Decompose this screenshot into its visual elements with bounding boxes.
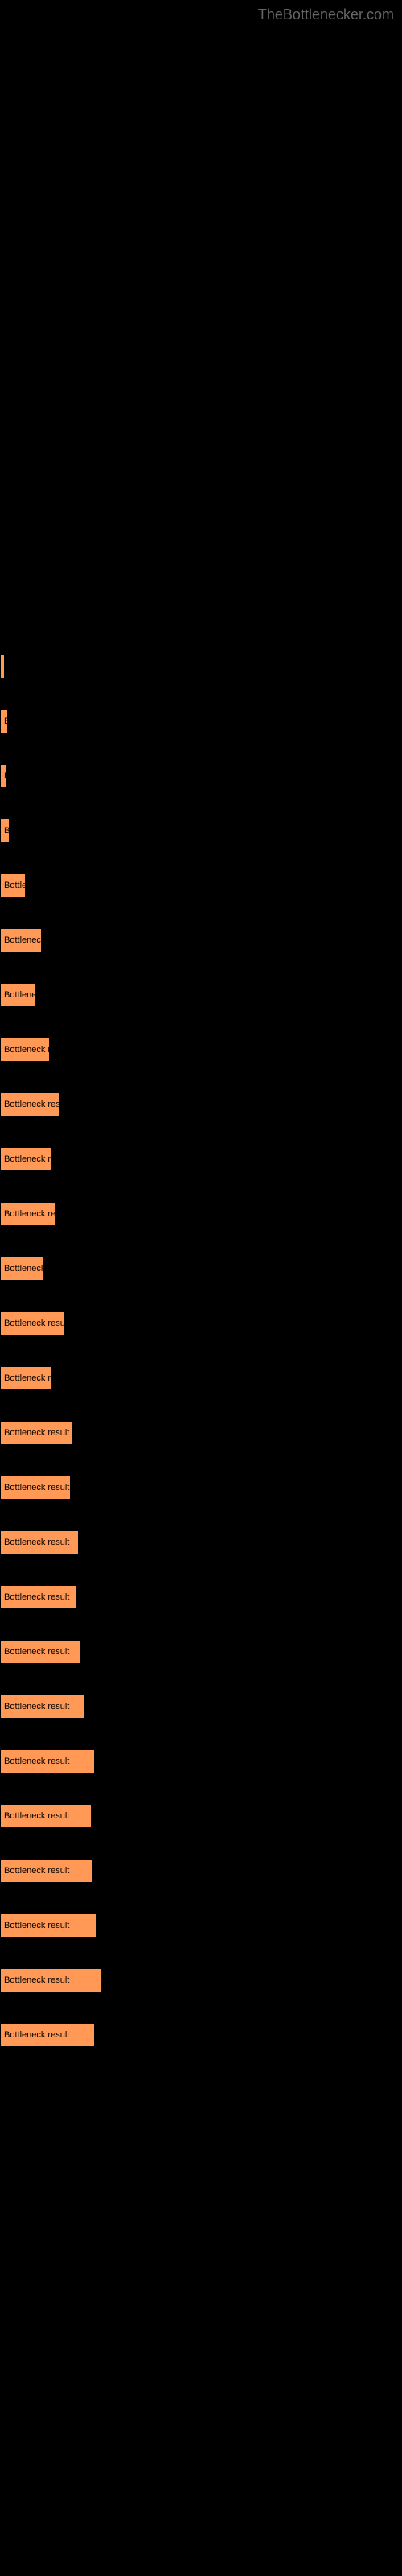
bar-row: Bottleneck: [0, 1254, 402, 1281]
watermark-text: TheBottlenecker.com: [258, 6, 394, 23]
bar-text: Bottleneck: [4, 935, 42, 945]
bar-row: Bottleneck result: [0, 1911, 402, 1938]
bar-text: Bottleneck re: [4, 1045, 50, 1055]
bar: Bottleneck result: [0, 1804, 92, 1828]
bar: B: [0, 764, 7, 788]
bar-text: Bottleneck result: [4, 1702, 69, 1711]
bar-text: Bottlene: [4, 990, 35, 1000]
bar-row: Bottleneck: [0, 926, 402, 952]
bar-text: Bottleneck resu: [4, 1100, 59, 1109]
bar: Bottleneck result: [0, 1859, 93, 1883]
bar-text: Bottleneck result: [4, 1483, 69, 1492]
bar: Bottleneck result: [0, 1640, 80, 1664]
bar-row: Bottleneck result: [0, 1528, 402, 1554]
bar: Bottleneck result: [0, 1968, 101, 1992]
bar: [0, 654, 5, 679]
bar-row: Bottleneck re: [0, 1364, 402, 1390]
bar-row: Bottlen: [0, 871, 402, 898]
bar-row: B: [0, 707, 402, 733]
bar-text: Bottleneck result: [4, 1921, 69, 1930]
bar-text: Bottleneck result: [4, 1538, 69, 1547]
bar-row: [0, 652, 402, 679]
bar-text: B: [4, 826, 10, 836]
bar-row: Bottleneck re: [0, 1145, 402, 1171]
bar-row: Bottleneck result: [0, 1418, 402, 1445]
bar-text: Bottleneck result: [4, 1428, 69, 1438]
bar: Bottleneck result: [0, 1311, 64, 1335]
bar-text: Bottleneck result: [4, 1592, 69, 1602]
bar: Bottleneck re: [0, 1366, 51, 1390]
bar-row: B: [0, 816, 402, 843]
bar-text: Bottleneck result: [4, 1975, 69, 1985]
bar-text: Bottleneck re: [4, 1154, 51, 1164]
bar-row: Bottleneck result: [0, 1473, 402, 1500]
bar-row: Bottleneck result: [0, 2021, 402, 2047]
bar-row: Bottleneck result: [0, 1637, 402, 1664]
bar-text: Bottleneck result: [4, 2030, 69, 2040]
bar-row: Bottleneck result: [0, 1583, 402, 1609]
bar-row: Bottleneck re: [0, 1035, 402, 1062]
bar: Bottleneck: [0, 1257, 43, 1281]
bar: Bottleneck res: [0, 1202, 56, 1226]
bar: Bottleneck result: [0, 1476, 71, 1500]
bar-text: B: [4, 716, 8, 726]
bar-text: Bottlen: [4, 881, 26, 890]
bar-row: Bottleneck result: [0, 1802, 402, 1828]
bar-row: B: [0, 762, 402, 788]
bar-text: Bottleneck: [4, 1264, 43, 1274]
bar-row: Bottleneck result: [0, 1966, 402, 1992]
bar-chart: B B B Bottlen Bottleneck Bottlene Bottleneck r…: [0, 652, 402, 2075]
bar-row: Bottleneck result: [0, 1856, 402, 1883]
bar: Bottleneck result: [0, 1695, 85, 1719]
bar-text: Bottleneck result: [4, 1319, 64, 1328]
bar: Bottleneck result: [0, 1585, 77, 1609]
bar: Bottleneck re: [0, 1147, 51, 1171]
bar: Bottleneck: [0, 928, 42, 952]
bar-row: Bottleneck result: [0, 1309, 402, 1335]
bar-text: Bottleneck result: [4, 1757, 69, 1766]
bar: Bottleneck result: [0, 1913, 96, 1938]
bar-row: Bottleneck res: [0, 1199, 402, 1226]
bar: Bottleneck resu: [0, 1092, 59, 1117]
bar-row: Bottleneck result: [0, 1692, 402, 1719]
bar-text: Bottleneck result: [4, 1866, 69, 1876]
bar: Bottleneck result: [0, 1749, 95, 1773]
bar: Bottleneck re: [0, 1038, 50, 1062]
bar-text: Bottleneck result: [4, 1647, 69, 1657]
bar: B: [0, 709, 8, 733]
bar-text: B: [4, 771, 7, 781]
bar: Bottleneck result: [0, 2023, 95, 2047]
bar-text: Bottleneck res: [4, 1209, 56, 1219]
bar: Bottlene: [0, 983, 35, 1007]
bar-row: Bottlene: [0, 980, 402, 1007]
bar-row: Bottleneck resu: [0, 1090, 402, 1117]
bar: Bottleneck result: [0, 1530, 79, 1554]
bar-text: Bottleneck re: [4, 1373, 51, 1383]
bar: Bottleneck result: [0, 1421, 72, 1445]
bar-text: Bottleneck result: [4, 1811, 69, 1821]
bar-row: Bottleneck result: [0, 1747, 402, 1773]
bar: Bottlen: [0, 873, 26, 898]
bar: B: [0, 819, 10, 843]
